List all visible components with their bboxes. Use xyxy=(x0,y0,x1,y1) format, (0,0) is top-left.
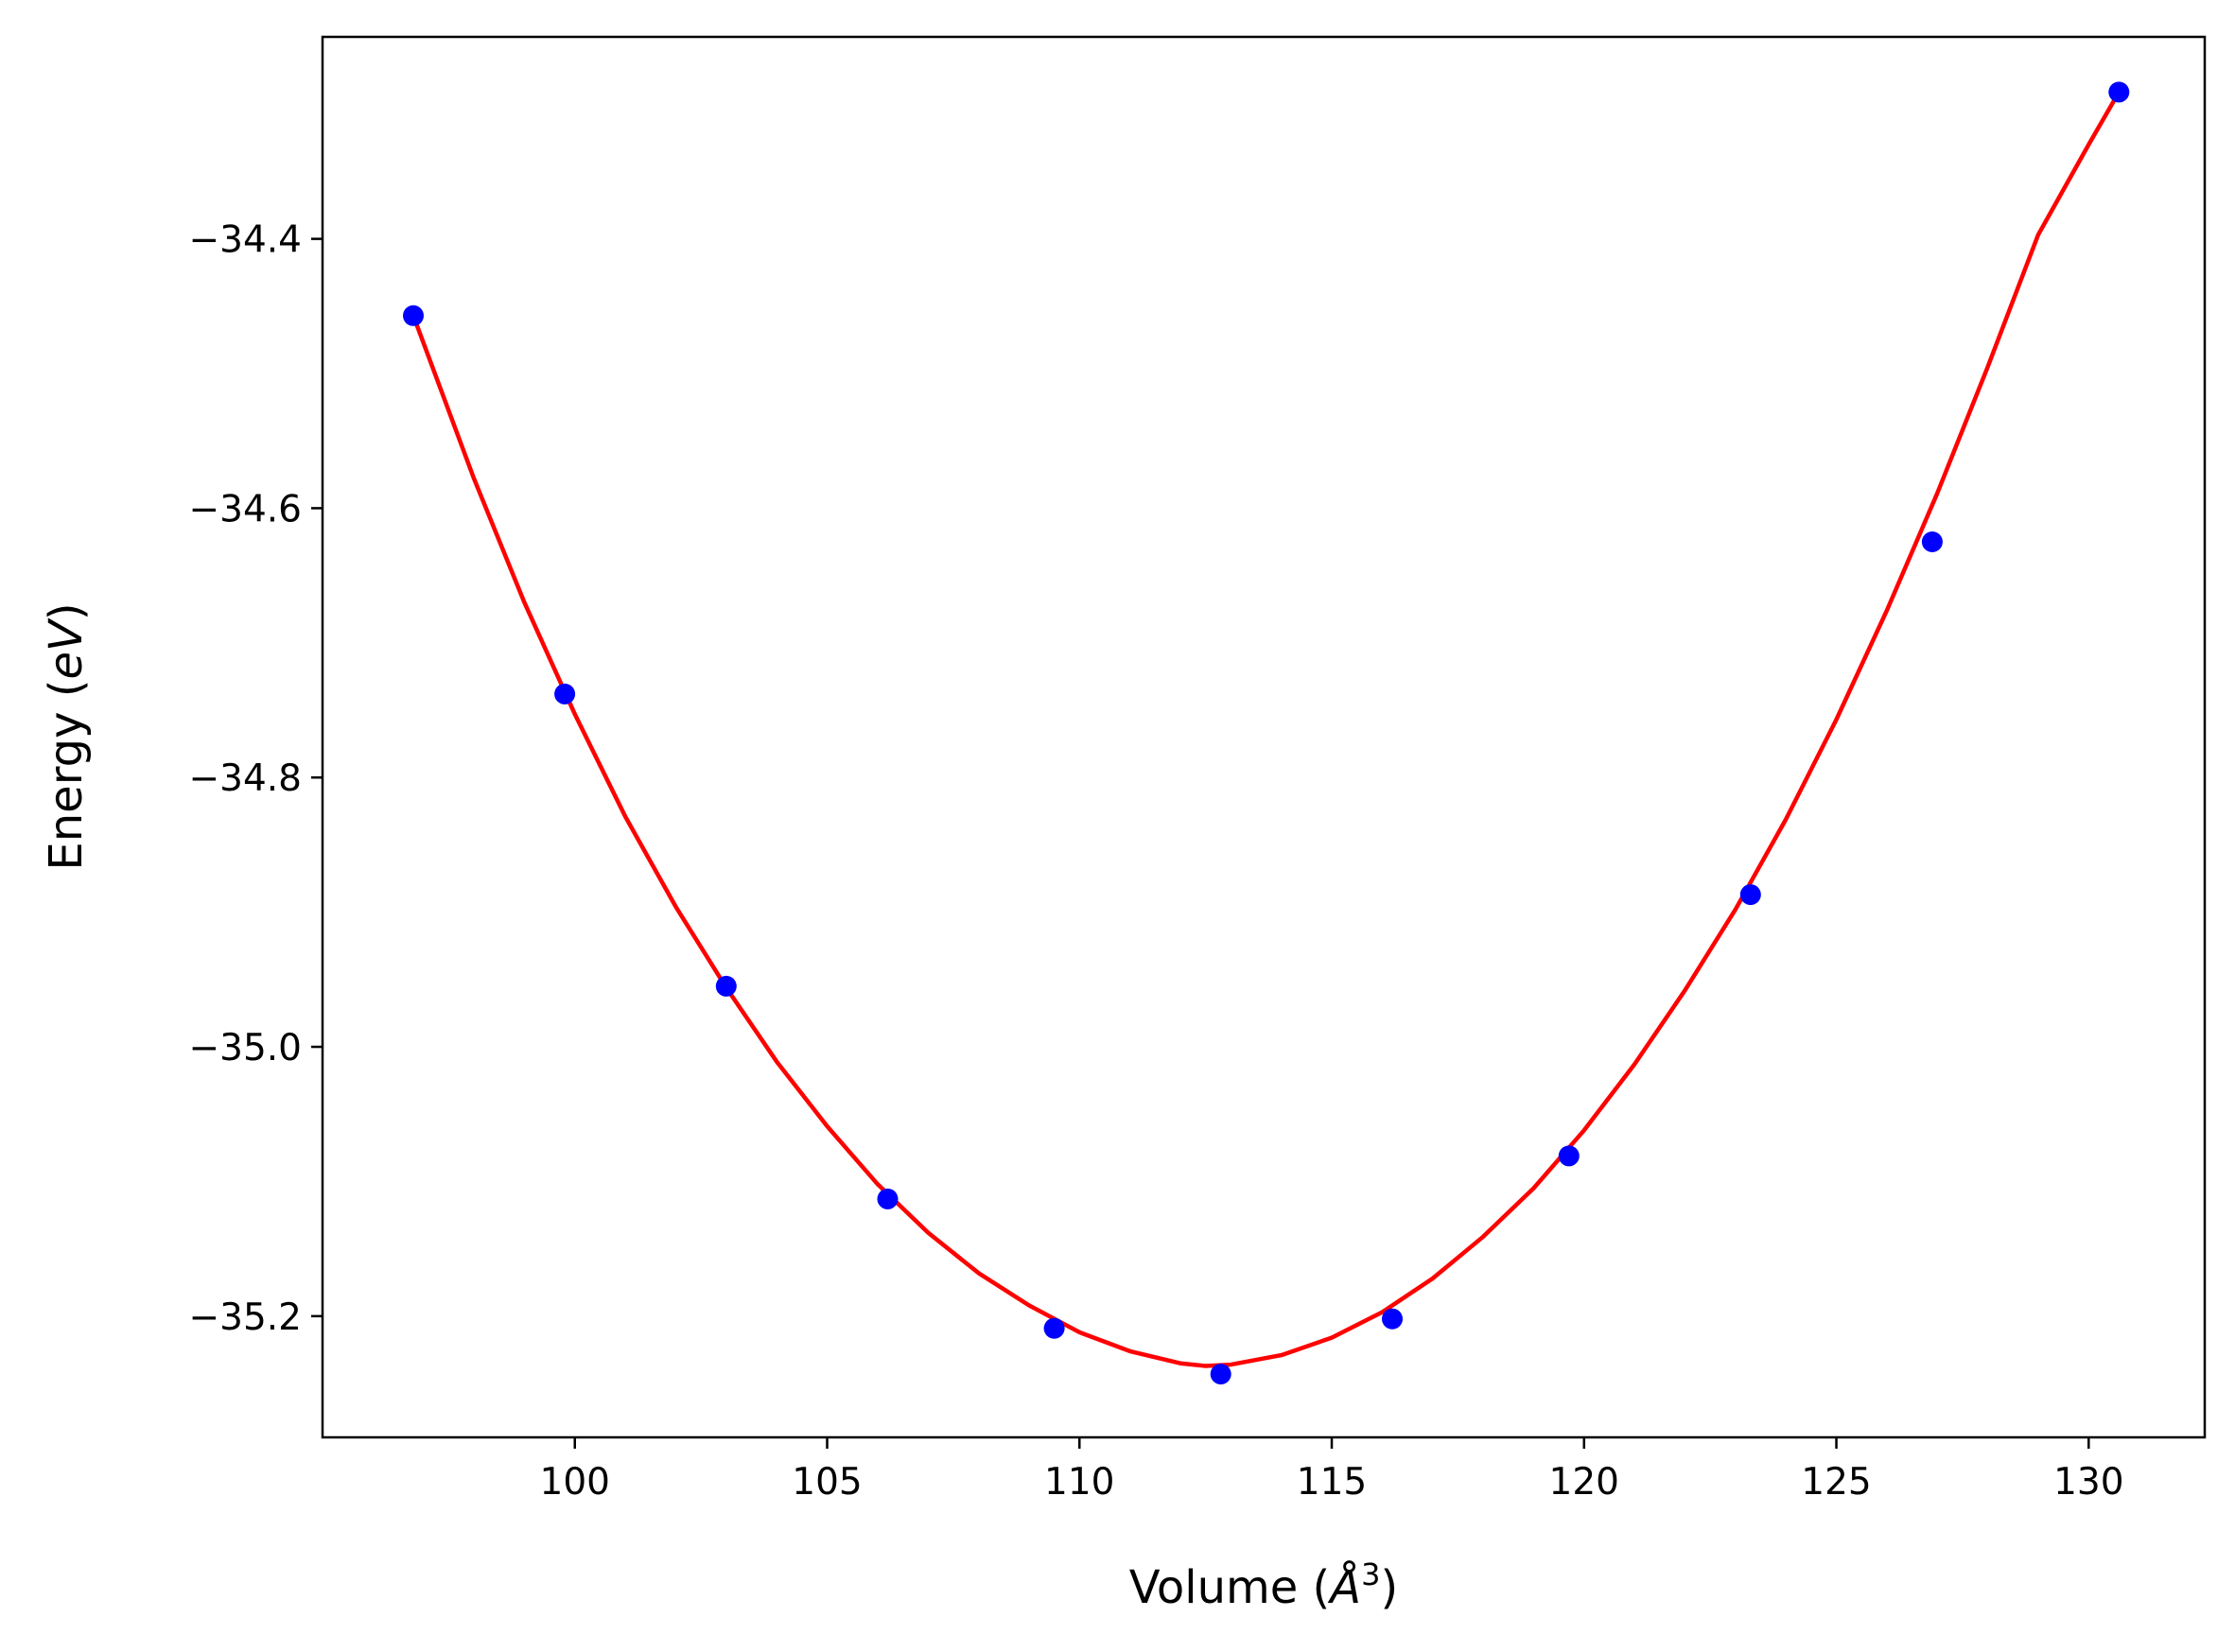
x-axis-ticks: 100 105 110 115 120 125 130 xyxy=(540,1437,2124,1504)
data-point xyxy=(1739,884,1761,906)
x-tick-label: 120 xyxy=(1549,1461,1619,1504)
data-point xyxy=(1210,1364,1231,1385)
data-point xyxy=(1558,1145,1580,1167)
fit-curve-line xyxy=(410,91,2122,1368)
data-point xyxy=(715,975,737,997)
x-tick-label: 125 xyxy=(1801,1461,1871,1504)
x-tick-label: 100 xyxy=(540,1461,610,1504)
data-point xyxy=(1921,531,1943,552)
x-tick-label: 115 xyxy=(1297,1461,1367,1504)
y-tick-label: −35.0 xyxy=(188,1027,302,1069)
y-axis-ticks: −35.2 −35.0 −34.8 −34.6 −34.4 xyxy=(188,219,323,1339)
data-point xyxy=(877,1188,899,1209)
x-tick-label: 110 xyxy=(1044,1461,1114,1504)
x-tick-label: 130 xyxy=(2053,1461,2123,1504)
data-point xyxy=(1382,1308,1403,1330)
y-axis-label: Energy (eV) xyxy=(40,602,93,870)
data-point xyxy=(403,304,424,326)
data-point xyxy=(554,683,576,704)
fit-curve-layer xyxy=(410,91,2122,1368)
data-point xyxy=(1043,1317,1065,1339)
y-tick-label: −34.4 xyxy=(188,219,302,262)
data-point xyxy=(2108,81,2130,103)
data-points-layer xyxy=(403,81,2130,1385)
y-tick-label: −34.8 xyxy=(188,757,302,800)
y-tick-label: −35.2 xyxy=(188,1296,302,1339)
x-axis-label: Volume (Å3) xyxy=(1129,1556,1398,1614)
plot-area-frame xyxy=(321,35,2207,1439)
y-tick-label: −34.6 xyxy=(188,488,302,530)
x-tick-label: 105 xyxy=(792,1461,862,1504)
